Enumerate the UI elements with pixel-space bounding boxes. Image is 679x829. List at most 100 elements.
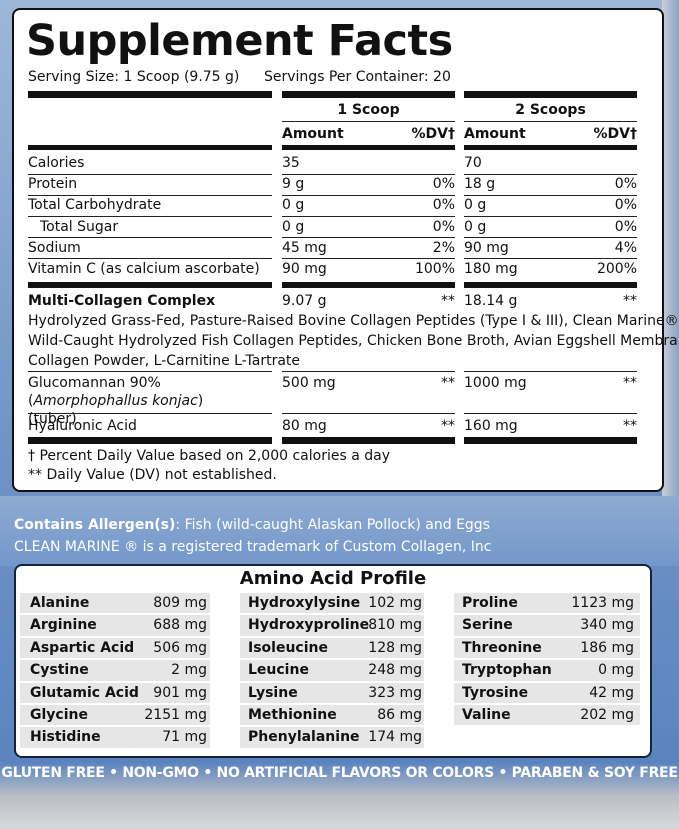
rule-thin [464,215,637,217]
daily-value: 100% [414,261,455,277]
banner: GLUTEN FREE • NON-GMO • NO ARTIFICIAL FL… [1,765,678,781]
amino-name: Leucine [248,662,309,679]
daily-value: ** [623,375,637,391]
daily-value: 0% [432,176,455,193]
daily-value: 0% [614,176,637,193]
rule-thick [28,91,272,98]
amount: 0 g [282,218,305,235]
rule-thick [464,145,637,150]
rule-thin [464,258,637,260]
amino-amount: 2 mg [171,662,207,679]
row-shade [240,682,424,703]
amount: 0 g [464,197,487,214]
amino-name: Tryptophan [462,662,552,679]
rule-thin [28,237,272,239]
rule-thin [282,121,455,122]
footnote: † Percent Daily Value based on 2,000 cal… [28,448,390,464]
nutrient-name: Calories [28,155,85,171]
amount: 160 mg [464,418,518,434]
amount: 70 [464,155,482,171]
rule-thin [464,237,637,239]
amount: 0 g [464,218,487,235]
rule-thick [28,437,272,444]
amino-name: Isoleucine [248,639,328,656]
name-part: Amorphophallus konjac [33,393,198,409]
amino-name: Tyrosine [462,684,529,701]
row-shade [454,682,640,703]
row-shade [20,615,210,636]
daily-value: 0% [432,197,455,214]
amino-name: Arginine [30,617,97,634]
nutrient-name: Glucomannan 90% (Amorphophallus konjac) … [28,374,253,428]
amino-title: Amino Acid Profile [239,568,427,589]
amount: 45 mg [282,239,327,256]
daily-value: ** [623,418,637,434]
amino-amount: 102 mg [368,595,422,611]
allergen-text: : Fish (wild-caught Alaskan Pollock) and… [175,517,490,533]
amino-name: Glutamic Acid [30,684,139,701]
amount: 18 g [464,176,496,193]
amino-name: Aspartic Acid [30,639,135,656]
amount: 90 mg [464,239,509,256]
row-shade [240,660,424,681]
rule-thin [282,258,455,260]
amino-name: Lysine [248,684,298,701]
dv-header: %DV† [593,126,637,142]
amount: 180 mg [464,261,518,277]
daily-value: 200% [596,261,637,277]
amount-header: Amount [282,126,344,142]
nutrient-name: Multi-Collagen Complex [28,293,216,309]
daily-value: ** [623,293,637,309]
daily-value: ** [441,293,455,309]
row-shade [240,615,424,636]
amount: 80 mg [282,418,327,434]
amino-amount: 202 mg [580,707,634,723]
footnote: ** Daily Value (DV) not established. [28,467,277,483]
row-shade [454,660,640,681]
amino-amount: 42 mg [589,684,634,701]
daily-value: 4% [614,239,637,256]
amino-name: Hydroxyproline [248,617,370,634]
rule-thin [28,413,272,414]
rule-thin [282,371,455,372]
rule-thick [28,145,272,150]
rule-thin [282,173,455,175]
rule-thick [28,282,272,288]
daily-value: 0% [614,218,637,235]
rule-thin [464,371,637,372]
row-shade [240,637,424,659]
amino-amount: 174 mg [368,729,422,746]
amount: 1000 mg [464,375,527,391]
amount: 18.14 g [464,293,518,309]
rule-thick [464,437,637,444]
supplement-facts-panel [12,8,664,492]
nutrient-name: Hyaluronic Acid [28,418,137,434]
amino-name: Glycine [30,707,88,723]
amino-amount: 128 mg [368,639,422,656]
daily-value: ** [441,375,455,391]
row-shade [240,727,424,748]
row-shade [454,593,640,614]
amino-amount: 186 mg [580,639,634,656]
rule-thin [464,121,637,122]
amino-name: Histidine [30,729,101,746]
allergen-band [0,496,679,566]
amino-amount: 810 mg [368,617,422,634]
amino-name: Hydroxylysine [248,595,361,611]
trademark: CLEAN MARINE ® is a registered trademark… [14,539,492,555]
amino-amount: 323 mg [368,684,422,701]
amount: 9 g [282,176,305,193]
allergen: Contains Allergen(s): Fish (wild-caught … [14,516,490,534]
rule-thin [464,173,637,175]
amount: 500 mg [282,375,336,391]
row-shade [20,660,210,681]
rule-thick [282,437,455,444]
amino-amount: 688 mg [153,617,207,634]
title: Supplement Facts [26,16,453,66]
amino-name: Valine [462,707,511,723]
row-shade [20,705,210,726]
name-part: Glucomannan 90% ( [28,375,161,409]
rule-thin [464,194,637,196]
rule-thick [282,145,455,150]
